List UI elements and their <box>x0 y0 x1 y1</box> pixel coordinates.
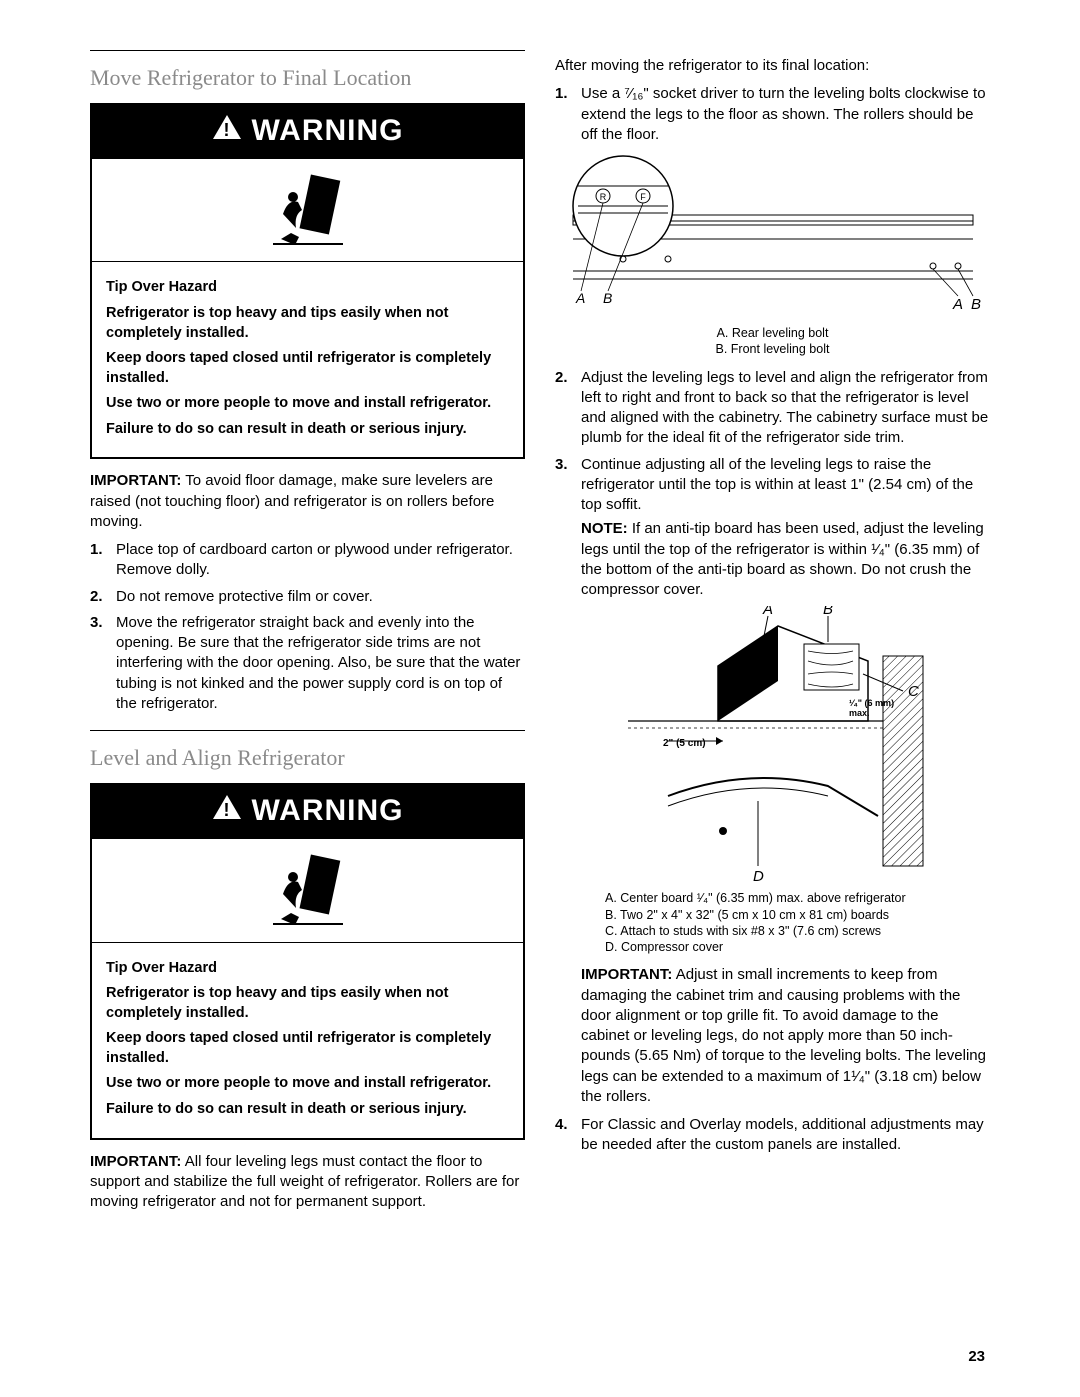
important-note: IMPORTANT: Adjust in small increments to… <box>555 965 990 1107</box>
warning-text: WARNING <box>252 111 404 152</box>
svg-text:R: R <box>599 192 606 202</box>
hazard-title: Tip Over Hazard <box>106 278 509 298</box>
warning-line: Keep doors taped closed until refrigerat… <box>106 1029 509 1068</box>
important-note: IMPORTANT: All four leveling legs must c… <box>90 1152 525 1213</box>
warning-line: Use two or more people to move and insta… <box>106 394 509 414</box>
svg-text:B: B <box>823 606 833 618</box>
warning-line: Keep doors taped closed until refrigerat… <box>106 349 509 388</box>
figure2-caption: A. Center board ¹⁄₄" (6.35 mm) max. abov… <box>555 890 990 955</box>
svg-text:¹⁄₄" (6 mm): ¹⁄₄" (6 mm) <box>849 698 894 708</box>
warning-line: Failure to do so can result in death or … <box>106 420 509 440</box>
note-text: If an anti-tip board has been used, adju… <box>581 520 984 598</box>
warning-line: Failure to do so can result in death or … <box>106 1100 509 1120</box>
svg-text:2" (5 cm): 2" (5 cm) <box>663 738 706 749</box>
note-label: NOTE: <box>581 520 628 537</box>
list-item: Use a ⁷⁄₁₆" socket driver to turn the le… <box>555 84 990 145</box>
steps-list-right-2: Adjust the leveling legs to level and al… <box>555 368 990 601</box>
leveling-bolt-diagram: R F A B A B <box>563 151 983 321</box>
warning-header: ! WARNING <box>92 785 523 840</box>
warning-line: Refrigerator is top heavy and tips easil… <box>106 304 509 343</box>
list-item: For Classic and Overlay models, addition… <box>555 1115 990 1156</box>
important-text: Adjust in small increments to keep from … <box>581 966 986 1105</box>
caption-line: A. Rear leveling bolt <box>717 326 829 340</box>
warning-line: Refrigerator is top heavy and tips easil… <box>106 984 509 1023</box>
step-text: Continue adjusting all of the leveling l… <box>581 456 973 514</box>
figure1-caption: A. Rear leveling bolt B. Front leveling … <box>555 325 990 358</box>
warning-body: Tip Over Hazard Refrigerator is top heav… <box>92 261 523 457</box>
important-label: IMPORTANT: <box>90 1153 181 1170</box>
warning-text: WARNING <box>252 791 404 832</box>
important-label: IMPORTANT: <box>90 472 181 489</box>
svg-text:B: B <box>971 296 981 313</box>
warning-box-1: ! WARNING Tip Over Hazard Refrigerator i… <box>90 103 525 460</box>
section-title-level: Level and Align Refrigerator <box>90 743 525 773</box>
list-item: Continue adjusting all of the leveling l… <box>555 455 990 601</box>
intro-text: After moving the refrigerator to its fin… <box>555 56 990 76</box>
tip-over-icon <box>92 839 523 941</box>
section-title-move: Move Refrigerator to Final Location <box>90 63 525 93</box>
warning-body: Tip Over Hazard Refrigerator is top heav… <box>92 942 523 1138</box>
caption-line: B. Front leveling bolt <box>716 342 830 356</box>
svg-text:!: ! <box>223 120 230 140</box>
svg-text:C: C <box>908 683 919 700</box>
alert-icon: ! <box>212 111 242 152</box>
svg-text:A: A <box>575 290 585 306</box>
svg-text:D: D <box>753 868 764 885</box>
svg-text:max.: max. <box>849 708 870 718</box>
caption-line: D. Compressor cover <box>605 940 723 954</box>
list-item: Do not remove protective film or cover. <box>90 587 525 607</box>
warning-box-2: ! WARNING Tip Over Hazard Refrigerator i… <box>90 783 525 1140</box>
list-item: Place top of cardboard carton or plywood… <box>90 540 525 581</box>
warning-header: ! WARNING <box>92 105 523 160</box>
page-number: 23 <box>968 1347 985 1367</box>
caption-line: C. Attach to studs with six #8 x 3" (7.6… <box>605 924 881 938</box>
alert-icon: ! <box>212 791 242 832</box>
important-note: IMPORTANT: To avoid floor damage, make s… <box>90 471 525 532</box>
svg-text:B: B <box>603 290 612 306</box>
list-item: Adjust the leveling legs to level and al… <box>555 368 990 449</box>
list-item: Move the refrigerator straight back and … <box>90 613 525 714</box>
warning-line: Use two or more people to move and insta… <box>106 1074 509 1094</box>
caption-line: A. Center board ¹⁄₄" (6.35 mm) max. abov… <box>605 891 906 905</box>
steps-list-right: Use a ⁷⁄₁₆" socket driver to turn the le… <box>555 84 990 145</box>
tip-over-icon <box>92 159 523 261</box>
steps-list-right-4: For Classic and Overlay models, addition… <box>555 1115 990 1156</box>
caption-line: B. Two 2" x 4" x 32" (5 cm x 10 cm x 81 … <box>605 908 889 922</box>
svg-text:A: A <box>952 296 963 313</box>
hazard-title: Tip Over Hazard <box>106 959 509 979</box>
svg-text:F: F <box>640 192 646 202</box>
anti-tip-diagram: A B C ¹⁄₄" (6 mm) max. 2" (5 cm) D <box>608 606 938 886</box>
important-label: IMPORTANT: <box>581 966 672 983</box>
svg-text:A: A <box>762 606 773 618</box>
svg-text:!: ! <box>223 800 230 820</box>
steps-list-1: Place top of cardboard carton or plywood… <box>90 540 525 714</box>
